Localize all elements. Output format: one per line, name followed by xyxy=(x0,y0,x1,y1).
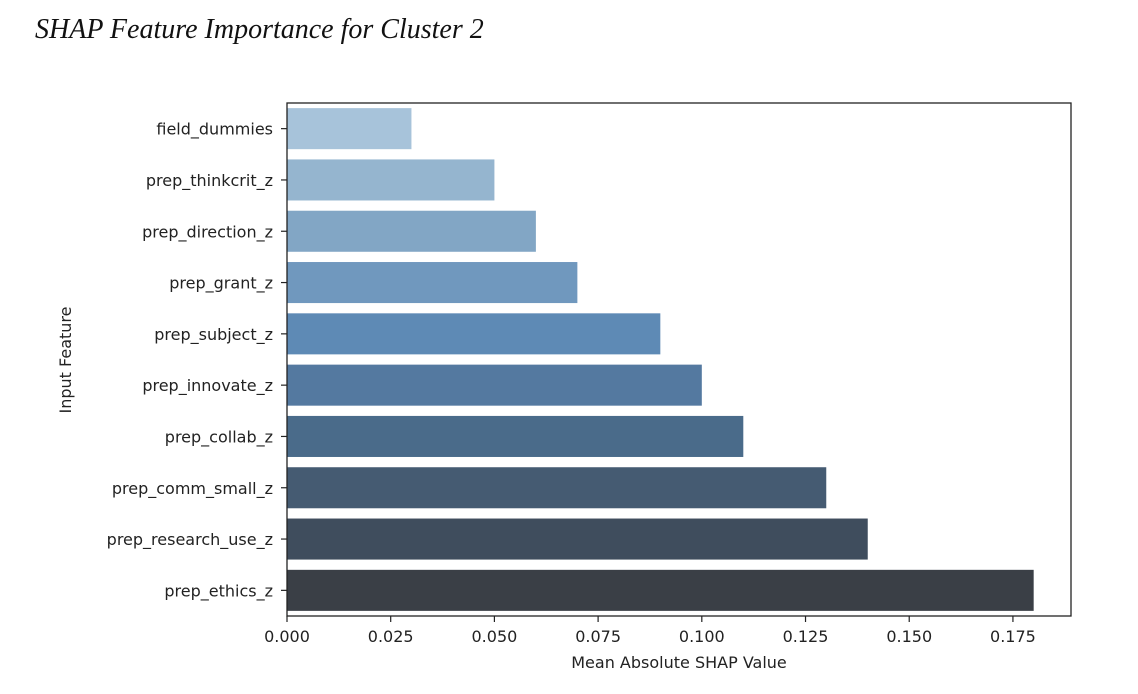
y-tick-label: prep_ethics_z xyxy=(164,581,273,601)
x-tick-label: 0.075 xyxy=(575,627,621,646)
x-tick-label: 0.000 xyxy=(264,627,310,646)
y-axis-ticks: field_dummies prep_thinkcrit_z prep_direct… xyxy=(107,120,287,601)
y-tick-label: field_dummies xyxy=(156,120,273,140)
bar-prep-collab-z xyxy=(287,415,744,457)
y-tick-label: prep_innovate_z xyxy=(142,376,273,396)
x-tick-label: 0.175 xyxy=(990,627,1036,646)
y-tick-label: prep_thinkcrit_z xyxy=(146,171,273,191)
y-tick-label: prep_collab_z xyxy=(165,427,273,447)
x-tick-label: 0.150 xyxy=(886,627,932,646)
x-axis-label: Mean Absolute SHAP Value xyxy=(571,653,787,672)
bar-prep-innovate-z xyxy=(287,364,702,406)
bars-group xyxy=(287,108,1034,611)
y-tick-label: prep_comm_small_z xyxy=(112,479,273,499)
x-tick-label: 0.025 xyxy=(368,627,414,646)
x-axis-ticks: 0.000 0.025 0.050 0.075 0.100 0.125 0.150 0.175 xyxy=(264,616,1036,646)
y-tick-label: prep_direction_z xyxy=(142,222,273,242)
bar-prep-grant-z xyxy=(287,262,578,304)
bar-prep-research-use-z xyxy=(287,518,868,560)
bar-prep-direction-z xyxy=(287,210,536,252)
x-tick-label: 0.050 xyxy=(472,627,518,646)
bar-prep-comm-small-z xyxy=(287,467,827,509)
bar-field-dummies xyxy=(287,108,412,150)
x-tick-label: 0.125 xyxy=(783,627,829,646)
y-tick-label: prep_research_use_z xyxy=(107,530,273,550)
bar-prep-subject-z xyxy=(287,313,661,355)
y-tick-label: prep_subject_z xyxy=(154,325,273,345)
bar-prep-thinkcrit-z xyxy=(287,159,495,201)
y-axis-label: Input Feature xyxy=(56,307,75,414)
y-tick-label: prep_grant_z xyxy=(169,274,273,294)
x-tick-label: 0.100 xyxy=(679,627,725,646)
plot-frame xyxy=(286,102,1072,617)
bar-prep-ethics-z xyxy=(287,569,1034,611)
page-title: SHAP Feature Importance for Cluster 2 xyxy=(35,14,484,45)
